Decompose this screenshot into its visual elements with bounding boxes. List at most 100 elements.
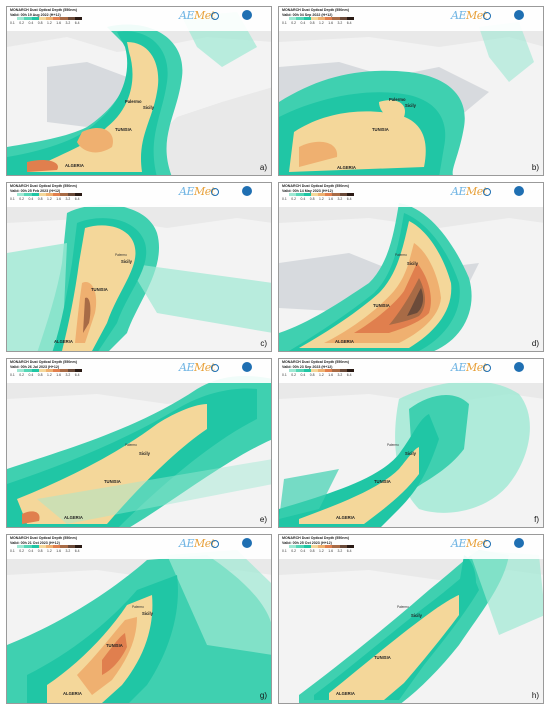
label-algeria: ALGERIA bbox=[335, 339, 354, 344]
label-palermo: Palermo bbox=[397, 605, 409, 609]
colorbar-swatch bbox=[67, 545, 75, 548]
colorbar-swatch bbox=[67, 193, 75, 196]
colorbar-swatch bbox=[296, 369, 304, 372]
colorbar-tick-label: 1.2 bbox=[47, 549, 52, 553]
colorbar-tick-label: 6.4 bbox=[346, 21, 352, 25]
panel-title: MONARCH Dust Optical Depth (550nm) bbox=[10, 360, 77, 364]
colorbar-swatch bbox=[31, 193, 39, 196]
panel-header: MONARCH Dust Optical Depth (550nm) Valid… bbox=[279, 535, 543, 559]
colorbar-swatch bbox=[296, 545, 304, 548]
colorbar-swatch bbox=[31, 369, 39, 372]
colorbar-swatch bbox=[67, 17, 75, 20]
colorbar-swatch bbox=[303, 369, 311, 372]
colorbar-tick-label: 0.1 bbox=[10, 21, 15, 25]
colorbar-swatch bbox=[296, 17, 304, 20]
colorbar-tick-label: 0.1 bbox=[282, 549, 287, 553]
colorbar-swatch bbox=[74, 369, 83, 372]
label-algeria: ALGERIA bbox=[54, 339, 73, 344]
aemet-logo: AEMet bbox=[451, 9, 487, 22]
map-panel-g: MONARCH Dust Optical Depth (550nm) Valid… bbox=[6, 534, 272, 704]
colorbar-tick-label: 1.6 bbox=[328, 373, 333, 377]
colorbar-swatch bbox=[289, 545, 297, 548]
wmo-logo-icon bbox=[514, 10, 524, 20]
colorbar-tick-label: 0.2 bbox=[291, 549, 296, 553]
colorbar-tick-label: 0.1 bbox=[10, 373, 15, 377]
colorbar-tick-label: 0.4 bbox=[300, 549, 306, 553]
map-panel-d: MONARCH Dust Optical Depth (550nm) Valid… bbox=[278, 182, 544, 352]
colorbar-swatch bbox=[310, 193, 319, 196]
panel-label: d) bbox=[531, 339, 539, 348]
colorbar-tick-label: 0.2 bbox=[291, 21, 296, 25]
colorbar-swatch bbox=[346, 193, 355, 196]
label-sicily: Sicily bbox=[405, 451, 416, 456]
label-tunisia: TUNISIA bbox=[374, 655, 391, 660]
label-tunisia: TUNISIA bbox=[91, 287, 108, 292]
colorbar-swatch bbox=[289, 193, 297, 196]
dust-map-c bbox=[7, 183, 271, 351]
label-palermo: Palermo bbox=[132, 605, 144, 609]
colorbar-swatch bbox=[303, 17, 311, 20]
colorbar-swatch bbox=[346, 369, 355, 372]
colorbar-swatch bbox=[282, 193, 290, 196]
colorbar-tick-label: 6.4 bbox=[346, 373, 352, 377]
colorbar-swatch bbox=[60, 545, 68, 548]
colorbar-tick-label: 6.4 bbox=[74, 197, 80, 201]
colorbar-tick-label: 0.2 bbox=[19, 197, 24, 201]
wmo-logo-icon bbox=[242, 538, 252, 548]
colorbar-swatch bbox=[74, 545, 83, 548]
figure-grid: MONARCH Dust Optical Depth (550nm) Valid… bbox=[6, 6, 544, 704]
colorbar-swatch bbox=[325, 369, 333, 372]
bsc-logo-icon bbox=[211, 188, 219, 196]
colorbar-swatch bbox=[10, 17, 18, 20]
colorbar-swatch bbox=[332, 193, 340, 196]
colorbar-swatch bbox=[17, 369, 25, 372]
colorbar-ticks: 0.1 0.2 0.4 0.8 1.2 1.6 3.2 6.4 bbox=[282, 549, 356, 553]
colorbar-swatch bbox=[332, 369, 340, 372]
label-algeria: ALGERIA bbox=[336, 515, 355, 520]
label-sicily: Sicily bbox=[407, 261, 418, 266]
colorbar-tick-label: 0.8 bbox=[37, 373, 43, 377]
bsc-logo-icon bbox=[211, 540, 219, 548]
label-tunisia: TUNISIA bbox=[373, 303, 390, 308]
colorbar-tick-label: 0.2 bbox=[19, 373, 24, 377]
colorbar-swatch bbox=[46, 545, 54, 548]
panel-valid-time: Valid: 00h 21 Oct 2023 (H+12) bbox=[10, 540, 60, 545]
colorbar-tick-label: 0.4 bbox=[28, 549, 34, 553]
aemet-logo: AEMet bbox=[451, 361, 487, 374]
colorbar-tick-label: 3.2 bbox=[337, 373, 343, 377]
colorbar-swatch bbox=[38, 193, 47, 196]
colorbar-ticks: 0.1 0.2 0.4 0.8 1.2 1.6 3.2 6.4 bbox=[10, 373, 84, 377]
colorbar-tick-label: 0.2 bbox=[19, 549, 24, 553]
panel-label: e) bbox=[259, 515, 267, 524]
panel-header: MONARCH Dust Optical Depth (550nm) Valid… bbox=[7, 183, 271, 207]
panel-header: MONARCH Dust Optical Depth (550nm) Valid… bbox=[279, 183, 543, 207]
colorbar-swatch bbox=[46, 369, 54, 372]
colorbar-tick-label: 1.6 bbox=[56, 549, 61, 553]
colorbar-swatch bbox=[282, 369, 290, 372]
colorbar-swatch bbox=[346, 545, 355, 548]
map-panel-b: MONARCH Dust Optical Depth (550nm) Valid… bbox=[278, 6, 544, 176]
colorbar bbox=[10, 193, 83, 196]
colorbar-tick-label: 3.2 bbox=[65, 549, 71, 553]
colorbar-swatch bbox=[38, 545, 47, 548]
colorbar-tick-label: 0.4 bbox=[28, 373, 34, 377]
colorbar bbox=[10, 545, 83, 548]
colorbar-swatch bbox=[31, 545, 39, 548]
wmo-logo-icon bbox=[514, 186, 524, 196]
wmo-logo-icon bbox=[242, 10, 252, 20]
colorbar-tick-label: 1.2 bbox=[319, 549, 324, 553]
colorbar-swatch bbox=[53, 17, 61, 20]
colorbar-ticks: 0.1 0.2 0.4 0.8 1.2 1.6 3.2 6.4 bbox=[282, 373, 356, 377]
colorbar-tick-label: 0.1 bbox=[10, 197, 15, 201]
colorbar-tick-label: 0.4 bbox=[300, 21, 306, 25]
colorbar-tick-label: 0.1 bbox=[282, 373, 287, 377]
panel-label: a) bbox=[259, 163, 267, 172]
colorbar bbox=[282, 369, 355, 372]
colorbar-tick-label: 6.4 bbox=[74, 373, 80, 377]
colorbar-tick-label: 3.2 bbox=[337, 549, 343, 553]
colorbar-ticks: 0.1 0.2 0.4 0.8 1.2 1.6 3.2 6.4 bbox=[282, 197, 356, 201]
panel-title: MONARCH Dust Optical Depth (550nm) bbox=[10, 8, 77, 12]
bsc-logo-icon bbox=[483, 12, 491, 20]
colorbar-swatch bbox=[346, 17, 355, 20]
colorbar-swatch bbox=[325, 545, 333, 548]
